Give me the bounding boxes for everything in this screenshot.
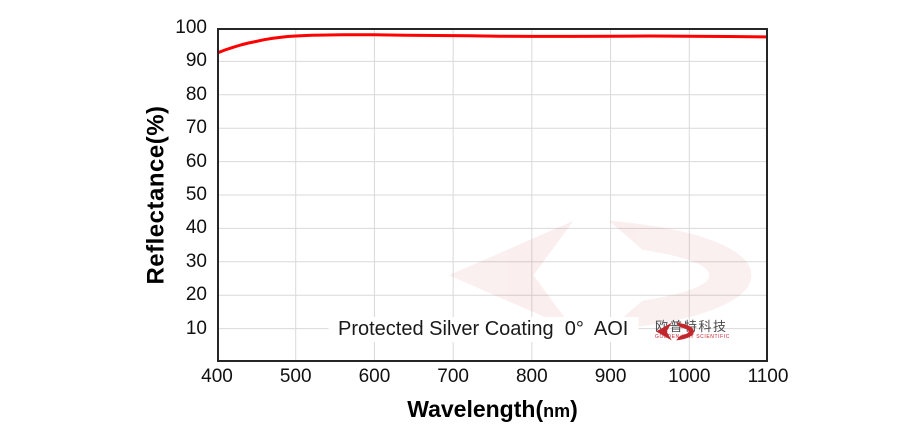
y-tick-label: 30 xyxy=(185,250,207,272)
x-axis-unit: nm xyxy=(543,401,571,421)
x-axis-tick-labels: 400 500 600 700 800 900 1000 1100 xyxy=(201,366,788,390)
y-axis-tick-labels: 10 20 30 40 50 60 70 80 90 100 xyxy=(150,17,207,362)
company-logo: 欧普特科技 GOLDEN WAY SCIENTIFIC xyxy=(655,319,731,341)
x-axis-title: Wavelength(nm) xyxy=(407,396,578,422)
coating-annotation: Protected Silver Coating 0° AOI xyxy=(328,317,639,342)
chart-canvas xyxy=(217,28,768,362)
y-tick-label: 90 xyxy=(185,50,207,72)
watermark-logo-icon xyxy=(448,220,752,330)
x-tick-label: 600 xyxy=(358,366,391,387)
y-tick-label: 80 xyxy=(185,83,207,105)
company-name-en: GOLDEN WAY SCIENTIFIC xyxy=(655,334,731,341)
plot-border xyxy=(217,28,768,362)
y-tick-label: 50 xyxy=(185,184,207,205)
x-tick-label: 1000 xyxy=(668,366,711,387)
y-tick-label: 70 xyxy=(185,117,207,139)
y-tick-label: 100 xyxy=(175,17,207,38)
x-tick-label: 400 xyxy=(201,366,233,387)
plot-area: Protected Silver Coating 0° AOI 欧普特科技 GO… xyxy=(217,28,768,362)
x-axis-title-text: Wavelength xyxy=(407,396,536,422)
company-name-cn: 欧普特科技 xyxy=(655,319,728,334)
y-tick-label: 20 xyxy=(185,284,207,306)
x-tick-label: 900 xyxy=(594,366,627,387)
y-tick-label: 60 xyxy=(185,150,207,172)
y-tick-label: 40 xyxy=(185,217,207,239)
golden-way-logo-icon xyxy=(656,322,694,341)
x-tick-label: 500 xyxy=(279,366,312,387)
x-tick-label: 800 xyxy=(515,366,548,387)
company-name-block: 欧普特科技 GOLDEN WAY SCIENTIFIC xyxy=(655,319,731,341)
x-tick-label: 700 xyxy=(437,366,469,387)
y-tick-label: 10 xyxy=(185,317,207,339)
reflectance-curve xyxy=(217,33,768,55)
x-tick-label: 1100 xyxy=(747,366,789,387)
